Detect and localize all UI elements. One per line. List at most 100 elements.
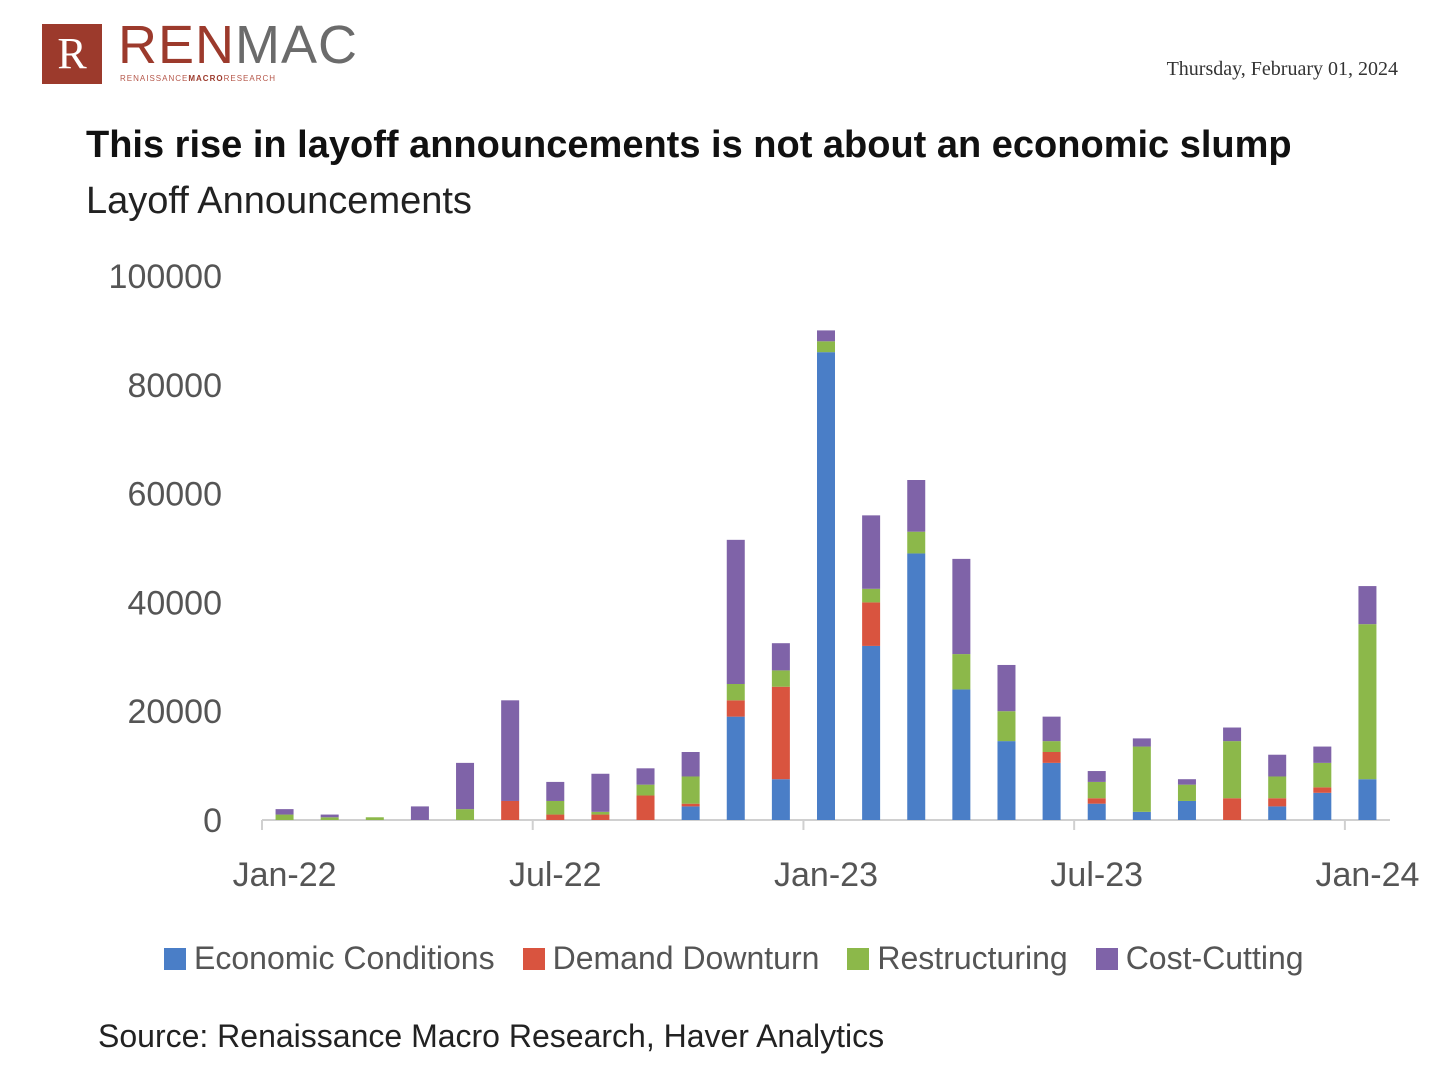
- legend-item: Cost-Cutting: [1095, 940, 1304, 977]
- brand-name: RENMAC: [118, 18, 358, 72]
- bar-segment: [726, 684, 745, 701]
- chart-subtitle: Layoff Announcements: [86, 180, 472, 222]
- legend-item: Demand Downturn: [522, 940, 820, 977]
- legend-swatch: [164, 947, 186, 970]
- bar-segment: [1042, 762, 1061, 820]
- bar-segment: [636, 795, 655, 820]
- renmac-logo-icon: R: [42, 24, 102, 84]
- bar-segment: [591, 811, 610, 815]
- bar-segment: [1223, 798, 1242, 820]
- bar-segment: [1132, 811, 1151, 820]
- bar-segment: [862, 645, 881, 820]
- legend-swatch: [522, 947, 545, 970]
- bar-segment: [681, 776, 700, 804]
- bar-segment: [1132, 746, 1151, 812]
- bar-segment: [456, 809, 475, 820]
- bar-segment: [952, 689, 971, 820]
- bar-segment: [997, 664, 1016, 712]
- bar-segment: [1313, 787, 1332, 793]
- x-tick-label: Jan-22: [233, 856, 337, 894]
- y-tick-label: 80000: [127, 367, 222, 405]
- bar-segment: [862, 588, 881, 603]
- chart-legend: Economic Conditions Demand Downturn Restru…: [164, 940, 1304, 977]
- bar-segment: [1313, 746, 1332, 763]
- bar-segment: [817, 341, 835, 353]
- y-tick-label: 40000: [127, 584, 222, 622]
- x-tick-label: Jan-23: [774, 856, 878, 894]
- bar-segment: [1042, 752, 1061, 763]
- bar-segment: [320, 814, 339, 818]
- bar-segment: [410, 806, 429, 820]
- brand-second: MAC: [235, 15, 359, 75]
- bar-segment: [817, 352, 835, 820]
- legend-label: Restructuring: [877, 940, 1068, 976]
- bar-segment: [591, 773, 610, 812]
- source-note: Source: Renaissance Macro Research, Have…: [98, 1018, 885, 1054]
- legend-label: Economic Conditions: [194, 940, 495, 976]
- bar-segment: [862, 602, 881, 646]
- bar-segment: [1268, 776, 1287, 799]
- bar-segment: [501, 800, 520, 820]
- bar-segment: [862, 515, 881, 589]
- tagline-bold: MACRO: [188, 74, 224, 83]
- bar-segment: [952, 654, 971, 690]
- bar-segment: [681, 806, 700, 820]
- bar-segment: [1268, 798, 1287, 807]
- bar-segment: [591, 814, 610, 820]
- bar-segment: [1087, 803, 1106, 820]
- y-tick-label: 20000: [127, 693, 222, 731]
- legend-label: Demand Downturn: [552, 940, 820, 976]
- bar-segment: [1223, 741, 1242, 799]
- y-tick-label: 0: [203, 802, 222, 840]
- brand-first: REN: [118, 15, 236, 75]
- bar-segment: [546, 800, 565, 815]
- bar-segment: [726, 716, 745, 820]
- bar-segment: [681, 752, 700, 777]
- bar-segment: [1268, 806, 1287, 820]
- chart-title: This rise in layoff announcements is not…: [86, 124, 1292, 166]
- bar-segment: [681, 803, 700, 807]
- bar-segment: [501, 700, 520, 801]
- bar-segment: [546, 781, 565, 801]
- bar-segment: [907, 553, 926, 820]
- tagline-last: RESEARCH: [223, 74, 277, 83]
- report-date: Thursday, February 01, 2024: [1166, 58, 1398, 80]
- bar-segment: [1042, 716, 1061, 742]
- bar-segment: [636, 768, 655, 785]
- legend-swatch: [1095, 947, 1118, 970]
- bar-segment: [997, 741, 1016, 820]
- bar-segment: [1358, 586, 1377, 625]
- bar-segment: [1087, 798, 1106, 804]
- x-tick-label: Jul-23: [1050, 856, 1143, 894]
- bar-segment: [1358, 624, 1377, 780]
- bar-segment: [456, 762, 475, 810]
- bar-segment: [771, 686, 790, 780]
- tagline-first: RENAISSANCE: [120, 74, 189, 83]
- legend-swatch: [847, 947, 870, 970]
- bar-segment: [726, 700, 745, 717]
- bar-segment: [726, 539, 745, 684]
- bar-segment: [997, 711, 1016, 742]
- bar-segment: [1223, 727, 1242, 742]
- bar-segment: [1087, 771, 1106, 782]
- report-header: R RENMAC RENAISSANCEMACRORESEARCH Thursd…: [0, 0, 1436, 110]
- y-tick-label: 100000: [109, 258, 222, 296]
- bar-segment: [952, 558, 971, 655]
- bar-segment: [275, 814, 294, 820]
- bar-segment: [1313, 792, 1332, 820]
- brand-tagline: RENAISSANCEMACRORESEARCH: [120, 74, 276, 83]
- bar-segment: [636, 784, 655, 796]
- bar-segment: [1177, 779, 1196, 785]
- bar-segment: [1087, 781, 1106, 799]
- bar-segment: [1132, 738, 1151, 747]
- bar-segment: [546, 814, 565, 820]
- y-tick-label: 60000: [127, 476, 222, 514]
- bar-segment: [771, 643, 790, 671]
- bar-segment: [1268, 754, 1287, 777]
- bar-segment: [771, 779, 790, 820]
- bar-segment: [817, 330, 835, 342]
- bar-segment: [365, 817, 384, 820]
- bar-segment: [1177, 800, 1196, 820]
- bar-segment: [275, 809, 294, 815]
